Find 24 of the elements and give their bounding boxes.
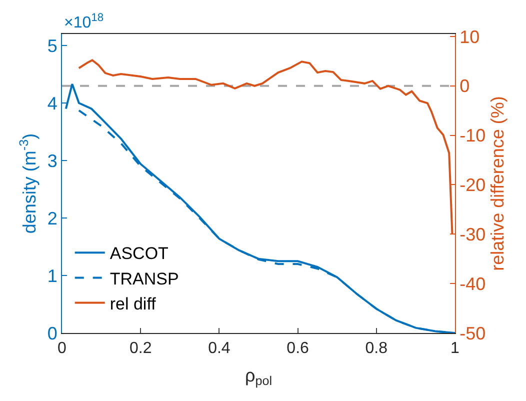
legend-label: TRANSP — [110, 269, 179, 288]
y2-tick-label: -30 — [460, 224, 486, 244]
y-tick-label: 3 — [47, 150, 58, 171]
legend-label: ASCOT — [110, 244, 168, 264]
y-tick-label: 1 — [47, 266, 58, 286]
y-tick-label: 5 — [47, 36, 58, 56]
y2-tick-label: -40 — [460, 274, 486, 294]
x-tick-label: 0.6 — [286, 340, 310, 358]
legend-label: rel diff — [110, 294, 156, 314]
x-tick-label: 0.4 — [208, 340, 230, 358]
x-tick-label: 0.2 — [129, 340, 152, 358]
x-tick-label: 1 — [450, 340, 460, 358]
y2-tick-label: 10 — [460, 26, 480, 47]
y-tick-label: 2 — [47, 208, 58, 228]
y2-tick-label: 0 — [460, 76, 470, 96]
y-tick-label: 0 — [47, 323, 58, 344]
text: ×10$^{18}$ — [64, 12, 104, 32]
y2-tick-label: -20 — [460, 175, 486, 196]
y2-tick-label: -10 — [460, 126, 486, 146]
x-tick-label: 0.8 — [365, 340, 388, 358]
y-tick-label: 4 — [47, 93, 58, 114]
y2-tick-label: -50 — [460, 323, 486, 344]
x-axis-title: ρ$_{pol}$ — [244, 365, 272, 388]
y2-axis-title: relative difference (%) — [488, 96, 508, 271]
